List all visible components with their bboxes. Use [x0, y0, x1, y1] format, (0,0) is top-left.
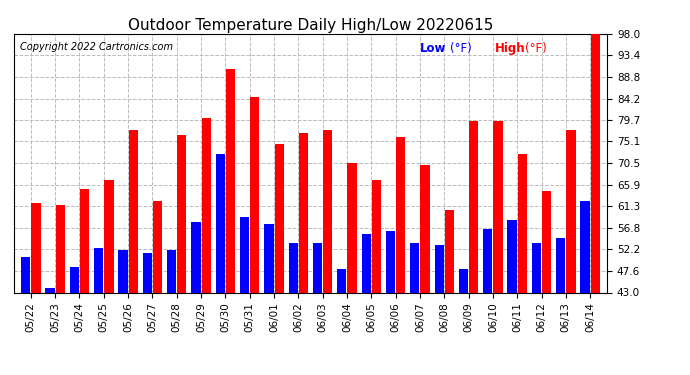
Bar [240, 217, 249, 292]
Bar [469, 121, 478, 292]
Text: (°F): (°F) [525, 42, 547, 54]
Bar [288, 243, 298, 292]
Bar [21, 257, 30, 292]
Bar [372, 180, 381, 292]
Bar [566, 130, 575, 292]
Bar [264, 224, 273, 292]
Bar [362, 234, 371, 292]
Bar [119, 250, 128, 292]
Bar [250, 97, 259, 292]
Bar [556, 238, 565, 292]
Bar [46, 288, 55, 292]
Bar [323, 130, 333, 292]
Bar [191, 222, 201, 292]
Bar [337, 269, 346, 292]
Bar [80, 189, 89, 292]
Bar [542, 191, 551, 292]
Bar [167, 250, 176, 292]
Bar [493, 121, 502, 292]
Bar [143, 252, 152, 292]
Bar [275, 144, 284, 292]
Bar [216, 154, 225, 292]
Bar [299, 132, 308, 292]
Text: Low: Low [420, 42, 446, 54]
Bar [70, 267, 79, 292]
Bar [435, 246, 444, 292]
Bar [507, 220, 517, 292]
Bar [56, 206, 65, 292]
Bar [459, 269, 468, 292]
Bar [128, 130, 138, 292]
Bar [31, 203, 41, 292]
Bar [396, 137, 405, 292]
Bar [226, 69, 235, 292]
Bar [445, 210, 454, 292]
Bar [420, 165, 430, 292]
Text: High: High [495, 42, 525, 54]
Title: Outdoor Temperature Daily High/Low 20220615: Outdoor Temperature Daily High/Low 20220… [128, 18, 493, 33]
Bar [518, 154, 527, 292]
Bar [591, 34, 600, 292]
Bar [94, 248, 104, 292]
Bar [580, 201, 590, 292]
Bar [386, 231, 395, 292]
Bar [348, 163, 357, 292]
Text: (°F): (°F) [450, 42, 472, 54]
Text: Copyright 2022 Cartronics.com: Copyright 2022 Cartronics.com [20, 42, 172, 51]
Bar [411, 243, 420, 292]
Bar [483, 229, 493, 292]
Bar [104, 180, 114, 292]
Bar [177, 135, 186, 292]
Bar [153, 201, 162, 292]
Bar [313, 243, 322, 292]
Bar [201, 118, 210, 292]
Bar [532, 243, 541, 292]
